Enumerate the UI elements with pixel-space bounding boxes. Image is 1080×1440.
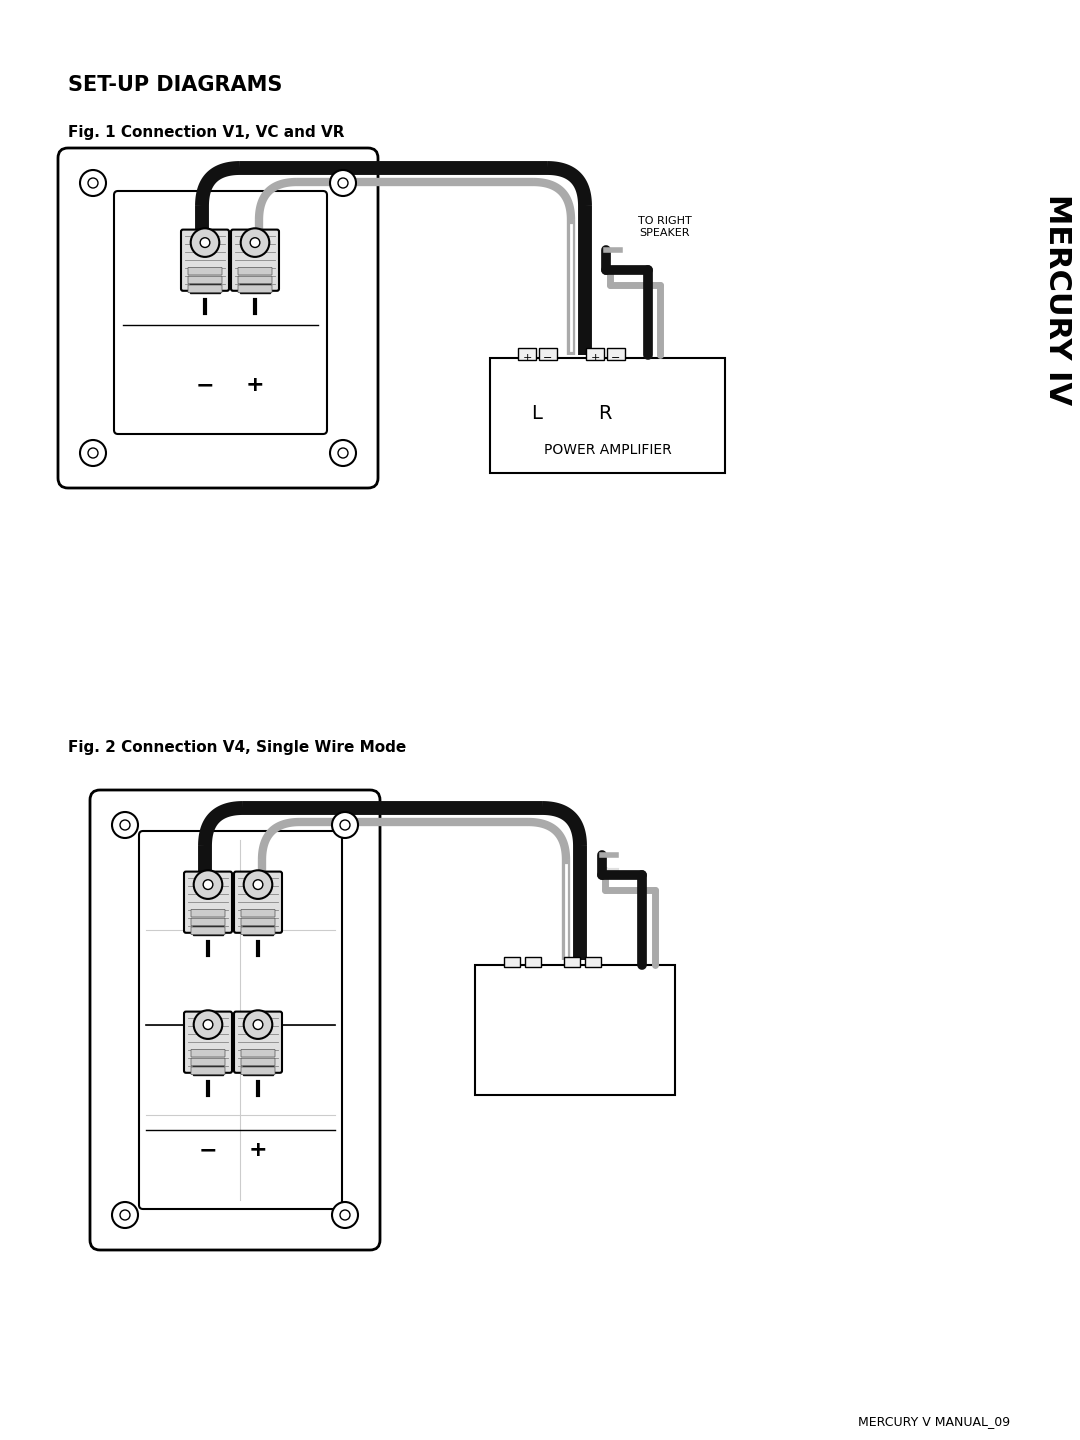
FancyBboxPatch shape [191,1050,225,1057]
FancyBboxPatch shape [191,927,225,935]
FancyBboxPatch shape [139,831,342,1210]
Circle shape [87,448,98,458]
FancyBboxPatch shape [241,1067,275,1074]
Text: −: − [611,353,621,363]
Bar [192,924,224,935]
FancyBboxPatch shape [231,229,279,291]
FancyBboxPatch shape [191,919,225,926]
FancyBboxPatch shape [238,285,272,292]
Text: SET-UP DIAGRAMS: SET-UP DIAGRAMS [68,75,282,95]
Circle shape [200,238,210,248]
Circle shape [191,229,219,256]
FancyBboxPatch shape [241,1058,275,1066]
FancyBboxPatch shape [241,1050,275,1057]
Circle shape [120,819,130,829]
Text: +: + [523,353,531,363]
Bar [607,348,625,360]
FancyBboxPatch shape [234,871,282,933]
FancyBboxPatch shape [181,229,229,291]
Circle shape [251,238,260,248]
Bar [475,965,675,1094]
Circle shape [87,179,98,189]
FancyBboxPatch shape [114,192,327,433]
Circle shape [120,1210,130,1220]
FancyBboxPatch shape [188,285,222,292]
FancyBboxPatch shape [188,276,222,284]
Circle shape [253,880,262,890]
Circle shape [112,1202,138,1228]
Text: MERCURY V MANUAL_09: MERCURY V MANUAL_09 [858,1416,1010,1428]
FancyBboxPatch shape [234,1012,282,1073]
Text: TO RIGHT
SPEAKER: TO RIGHT SPEAKER [638,216,692,238]
Circle shape [80,441,106,467]
Bar [243,924,273,935]
Bar [585,958,600,968]
FancyBboxPatch shape [90,791,380,1250]
FancyBboxPatch shape [241,910,275,917]
Bar [490,359,725,472]
Circle shape [330,441,356,467]
Circle shape [203,880,213,890]
Bar [586,348,604,360]
Text: −: − [199,1140,217,1161]
Text: +: + [248,1140,268,1161]
Bar [518,348,536,360]
Circle shape [338,179,348,189]
Bar [240,282,270,294]
Circle shape [193,870,222,899]
Text: MERCURY IV: MERCURY IV [1043,194,1072,406]
Circle shape [330,170,356,196]
Text: R: R [598,403,611,422]
Text: −: − [195,374,214,395]
Text: Fig. 1 Connection V1, VC and VR: Fig. 1 Connection V1, VC and VR [68,125,345,140]
Circle shape [193,1011,222,1038]
Text: +: + [591,353,599,363]
Circle shape [80,170,106,196]
Circle shape [203,1020,213,1030]
Circle shape [332,1202,357,1228]
Text: −: − [543,353,553,363]
Circle shape [332,812,357,838]
FancyBboxPatch shape [184,1012,232,1073]
Bar [190,282,220,294]
Bar [539,348,557,360]
Circle shape [244,870,272,899]
Text: L: L [531,403,542,422]
FancyBboxPatch shape [241,927,275,935]
Bar [192,1064,224,1076]
Text: +: + [245,374,265,395]
FancyBboxPatch shape [238,268,272,275]
Text: POWER AMPLIFIER: POWER AMPLIFIER [543,444,672,456]
Circle shape [244,1011,272,1038]
Bar [564,958,580,968]
FancyBboxPatch shape [191,1058,225,1066]
FancyBboxPatch shape [238,276,272,284]
Bar [243,1064,273,1076]
Circle shape [340,819,350,829]
Circle shape [241,229,269,256]
FancyBboxPatch shape [191,1067,225,1074]
FancyBboxPatch shape [191,910,225,917]
Circle shape [112,812,138,838]
Bar [504,958,519,968]
FancyBboxPatch shape [241,919,275,926]
Text: Fig. 2 Connection V4, Single Wire Mode: Fig. 2 Connection V4, Single Wire Mode [68,740,406,755]
Circle shape [338,448,348,458]
FancyBboxPatch shape [188,268,222,275]
Bar [525,958,541,968]
FancyBboxPatch shape [184,871,232,933]
Circle shape [253,1020,262,1030]
Circle shape [340,1210,350,1220]
FancyBboxPatch shape [58,148,378,488]
